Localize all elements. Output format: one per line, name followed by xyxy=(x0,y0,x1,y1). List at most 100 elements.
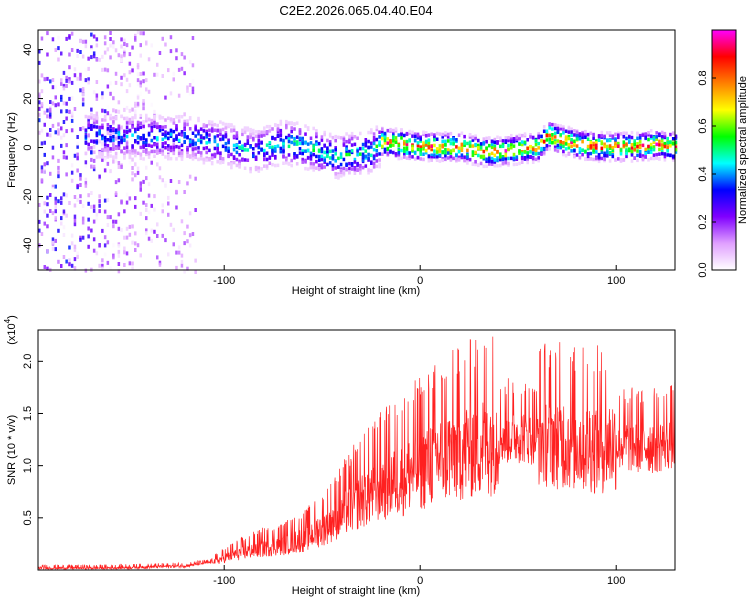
heatmap-cell xyxy=(578,134,582,138)
heatmap-cell xyxy=(490,145,494,150)
heatmap-cell xyxy=(471,153,475,157)
heatmap-cell xyxy=(114,109,118,114)
heatmap-cell xyxy=(608,151,612,155)
heatmap-cell xyxy=(65,109,68,114)
heatmap-cell xyxy=(106,260,110,265)
heatmap-cell xyxy=(293,136,296,141)
heatmap-cell xyxy=(556,149,560,153)
heatmap-cell xyxy=(68,65,71,70)
heatmap-cell xyxy=(177,151,181,156)
heatmap-cell xyxy=(496,156,499,160)
heatmap-cell xyxy=(98,57,101,62)
heatmap-cell xyxy=(589,151,593,156)
heatmap-cell xyxy=(586,144,590,149)
heatmap-cell xyxy=(416,147,420,152)
heatmap-cell xyxy=(219,156,222,161)
heatmap-cell xyxy=(671,154,675,158)
heatmap-cell xyxy=(403,149,406,153)
heatmap-cell xyxy=(145,152,148,157)
heatmap-cell xyxy=(647,131,650,135)
heatmap-cell xyxy=(125,226,129,231)
heatmap-cell xyxy=(232,125,236,129)
heatmap-cell xyxy=(649,145,653,150)
heatmap-cell xyxy=(84,68,88,73)
heatmap-cell xyxy=(199,154,203,158)
heatmap-cell xyxy=(652,156,656,161)
y-tick-label: 20 xyxy=(22,92,34,104)
heatmap-cell xyxy=(254,143,258,148)
heatmap-cell xyxy=(548,133,551,138)
heatmap-cell xyxy=(526,155,529,159)
heatmap-cell xyxy=(120,125,123,130)
heatmap-cell xyxy=(106,240,110,245)
heatmap-cell xyxy=(92,248,96,253)
heatmap-cell xyxy=(70,263,74,268)
heatmap-cell xyxy=(617,144,620,148)
heatmap-cell xyxy=(389,127,392,132)
heatmap-cell xyxy=(153,142,156,147)
heatmap-cell xyxy=(548,144,551,149)
heatmap-cell xyxy=(125,134,129,139)
heatmap-cell xyxy=(573,129,576,133)
heatmap-cell xyxy=(65,155,68,160)
heatmap-cell xyxy=(540,149,543,153)
heatmap-cell xyxy=(666,153,669,157)
spectrogram-frame xyxy=(37,29,676,271)
heatmap-cell xyxy=(46,202,49,207)
heatmap-cell xyxy=(433,143,436,148)
heatmap-cell xyxy=(309,154,313,158)
heatmap-cell xyxy=(320,135,324,139)
heatmap-cell xyxy=(553,126,557,131)
heatmap-cell xyxy=(584,135,587,139)
heatmap-cell xyxy=(246,148,250,152)
heatmap-cell xyxy=(279,149,283,154)
heatmap-cell xyxy=(142,157,145,161)
heatmap-cell xyxy=(106,68,110,73)
heatmap-cell xyxy=(216,123,219,128)
heatmap-cell xyxy=(271,127,274,131)
heatmap-cell xyxy=(194,134,197,138)
heatmap-cell xyxy=(175,250,178,255)
heatmap-cell xyxy=(614,143,617,147)
heatmap-cell xyxy=(128,52,132,57)
heatmap-cell xyxy=(328,149,332,154)
heatmap-cell xyxy=(394,140,398,144)
heatmap-cell xyxy=(175,144,178,149)
heatmap-cell xyxy=(575,137,579,141)
heatmap-cell xyxy=(114,128,118,132)
heatmap-cell xyxy=(221,127,225,132)
heatmap-cell xyxy=(123,47,126,52)
heatmap-cell xyxy=(87,118,90,123)
heatmap-cell xyxy=(526,158,529,162)
heatmap-cell xyxy=(334,148,337,152)
heatmap-cell xyxy=(109,31,112,35)
heatmap-cell xyxy=(57,259,60,264)
heatmap-cell xyxy=(405,139,409,144)
heatmap-cell xyxy=(315,159,318,164)
heatmap-cell xyxy=(435,155,439,159)
heatmap-cell xyxy=(125,192,129,197)
heatmap-cell xyxy=(606,150,609,154)
heatmap-cell xyxy=(619,152,623,156)
heatmap-cell xyxy=(49,133,52,138)
heatmap-cell xyxy=(364,149,368,153)
heatmap-cell xyxy=(123,146,126,150)
heatmap-cell xyxy=(315,166,318,170)
heatmap-cell xyxy=(353,157,357,162)
heatmap-cell xyxy=(84,128,88,132)
heatmap-cell xyxy=(477,138,480,143)
heatmap-cell xyxy=(145,231,148,236)
heatmap-cell xyxy=(551,141,554,145)
heatmap-cell xyxy=(295,135,299,139)
heatmap-cell xyxy=(485,159,488,164)
heatmap-cell xyxy=(238,153,241,157)
heatmap-cell xyxy=(120,82,123,87)
heatmap-cell xyxy=(254,165,258,170)
heatmap-cell xyxy=(84,132,88,137)
heatmap-cell xyxy=(265,164,269,168)
heatmap-cell xyxy=(43,221,46,226)
heatmap-cell xyxy=(51,85,55,90)
heatmap-cell xyxy=(334,146,337,150)
heatmap-cell xyxy=(279,119,283,124)
heatmap-cell xyxy=(175,265,178,270)
